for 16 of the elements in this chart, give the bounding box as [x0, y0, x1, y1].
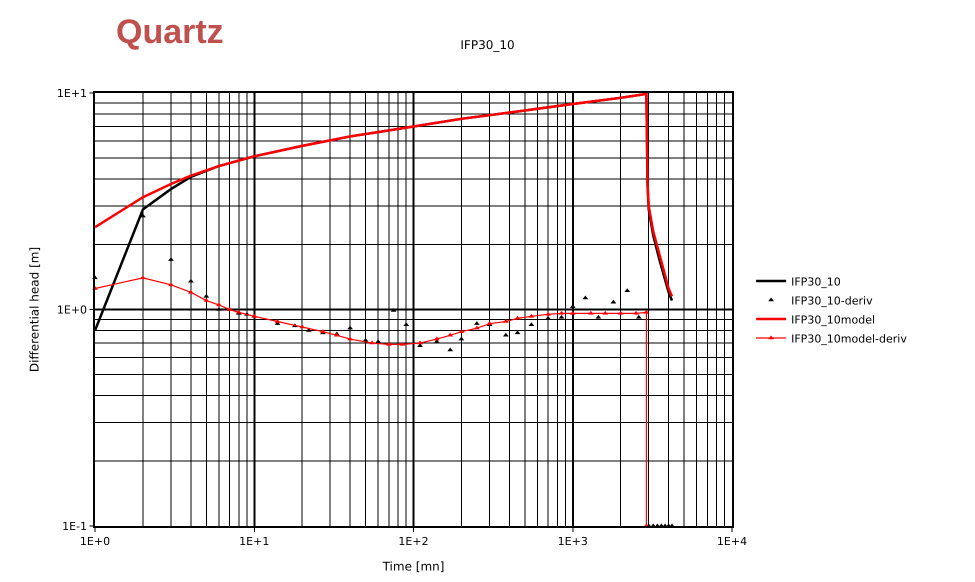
x-axis-title: Time [mn]: [382, 559, 444, 574]
x-tick-label: 1E+2: [398, 534, 429, 548]
x-tick-label: 1E+4: [716, 534, 748, 548]
chart-title: IFP30_10: [460, 38, 515, 52]
legend-label: IFP30_10-deriv: [791, 294, 874, 308]
x-tick-label: 1E+1: [239, 534, 270, 548]
x-tick-label: 1E+0: [80, 534, 110, 548]
x-tick-label: 1E+3: [558, 534, 588, 548]
text: Quartz: [116, 13, 224, 51]
y-axis-title: Differential head [m]: [28, 246, 42, 372]
legend-label: IFP30_10: [791, 275, 841, 288]
legend-label: IFP30_10model: [791, 313, 876, 326]
y-tick-label: 1E+0: [56, 303, 88, 316]
y-tick-label: 1E-1: [62, 520, 88, 533]
y-tick-label: 1E+1: [56, 86, 88, 100]
legend-label: IFP30_10model-deriv: [791, 332, 908, 346]
